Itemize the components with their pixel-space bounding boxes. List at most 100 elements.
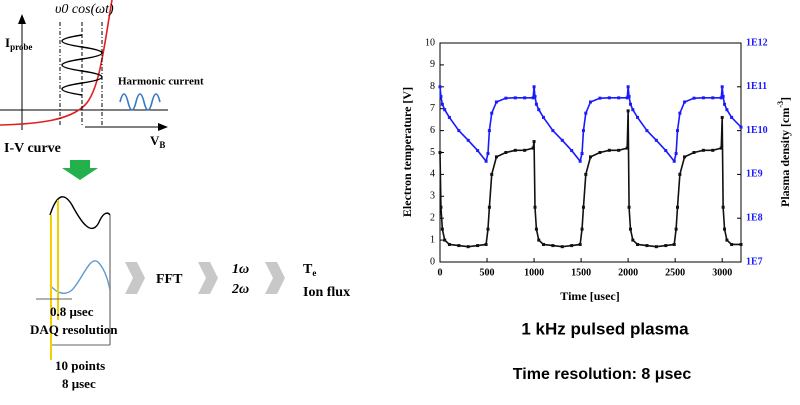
point: [532, 140, 536, 144]
point: [626, 109, 630, 113]
x-tick-label: 3000: [712, 267, 732, 278]
point: [625, 96, 629, 100]
y2-tick-label: 1E11: [746, 81, 767, 92]
point: [439, 205, 443, 209]
point: [607, 148, 611, 152]
point: [490, 172, 494, 176]
x-tick-label: 500: [480, 267, 495, 278]
modulation-label: υ0 cos(ωt): [55, 2, 114, 17]
flow-arrow: [198, 262, 218, 294]
current-axis-label: Iprobe: [5, 35, 32, 52]
point: [580, 227, 584, 231]
label-end: ]: [778, 97, 792, 101]
point: [560, 245, 564, 249]
point: [537, 108, 541, 112]
y2-tick-label: 1E8: [746, 212, 763, 223]
y-tick-label: 9: [430, 59, 435, 70]
harmonic-waveform: [49, 260, 111, 294]
iv-curve: [0, 0, 113, 126]
y2-tick-label: 1E12: [746, 37, 768, 48]
point: [533, 205, 537, 209]
point: [701, 148, 705, 152]
y2-tick-label: 1E9: [746, 169, 763, 180]
point: [664, 244, 668, 248]
point: [580, 152, 584, 156]
point: [531, 96, 535, 100]
point: [645, 244, 649, 248]
y-tick-label: 10: [425, 37, 435, 48]
modulation-wave: [61, 34, 103, 96]
series-line: [439, 110, 741, 248]
point: [534, 102, 538, 106]
point: [730, 242, 734, 246]
sampling-label: 0.8 μsec: [50, 304, 94, 319]
point: [628, 102, 632, 106]
point: [721, 95, 725, 99]
y2-axis-label: Plasma density [cm-3]: [776, 97, 792, 207]
point: [617, 148, 621, 152]
label: Plasma density [cm: [778, 108, 792, 207]
point: [627, 95, 631, 99]
x-tick-label: 1500: [571, 267, 591, 278]
point: [457, 244, 461, 248]
point: [692, 151, 696, 154]
point: [631, 238, 635, 242]
harmonic-wave: [119, 93, 161, 111]
point: [676, 205, 680, 209]
points-label: 10 points: [55, 358, 105, 373]
point: [476, 149, 480, 153]
x-axis-label: Time [usec]: [560, 289, 619, 303]
point: [584, 172, 588, 176]
point: [654, 138, 658, 142]
point: [581, 205, 585, 209]
point: [672, 159, 676, 163]
point: [513, 96, 517, 100]
point: [537, 238, 541, 242]
subscript: B: [159, 140, 165, 150]
fft-label: FFT: [156, 272, 183, 287]
point: [631, 108, 635, 112]
symbol: T: [303, 262, 313, 277]
daq-label: DAQ resolution: [30, 322, 118, 337]
flow-arrow: [125, 262, 145, 294]
point: [560, 138, 564, 142]
x-tick-label: 2000: [618, 267, 638, 278]
iv-label: I-V curve: [4, 141, 61, 156]
point: [532, 85, 536, 89]
point: [676, 129, 680, 133]
point: [678, 172, 682, 176]
caption: 1 kHz pulsed plasma: [521, 319, 689, 338]
point: [692, 96, 696, 100]
green-arrow: [62, 160, 98, 180]
point: [484, 242, 488, 246]
voltage-axis-label: VB: [150, 133, 165, 150]
point: [725, 238, 729, 242]
point: [523, 148, 527, 152]
point: [531, 146, 535, 150]
y-tick-label: 6: [430, 125, 435, 136]
harmonic-2: 2ω: [231, 282, 249, 297]
point: [466, 138, 470, 142]
point: [683, 100, 687, 104]
point: [589, 100, 592, 104]
point: [683, 155, 687, 159]
point: [711, 96, 715, 100]
point: [523, 96, 527, 100]
point: [486, 227, 490, 231]
point: [504, 96, 508, 100]
harmonic-label: Harmonic current: [118, 76, 204, 88]
point: [645, 129, 649, 133]
y-tick-label: 2: [430, 212, 435, 223]
x-tick-label: 0: [438, 267, 443, 278]
point: [440, 102, 444, 106]
y-tick-label: 1: [430, 234, 435, 245]
point: [551, 244, 555, 248]
waveform: [49, 196, 111, 229]
point: [439, 95, 443, 99]
point: [627, 205, 631, 209]
point: [598, 96, 602, 100]
y-tick-label: 5: [430, 147, 435, 158]
symbol: V: [150, 133, 160, 148]
point: [723, 227, 727, 231]
